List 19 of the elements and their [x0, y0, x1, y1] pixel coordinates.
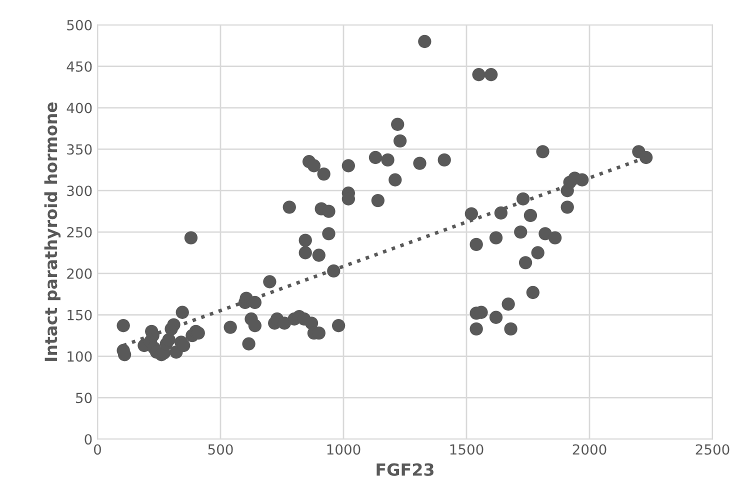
y-tick-label: 150: [68, 310, 92, 320]
y-tick-label: 500: [67, 20, 92, 30]
x-axis-title: FGF23: [376, 463, 434, 476]
y-tick-label: 450: [66, 61, 92, 72]
x-tick-label: 1000: [327, 444, 360, 455]
y-tick-label: 350: [67, 144, 92, 155]
x-tick-label: 2500: [696, 444, 730, 455]
y-axis-title: Intact parathyroid hormone: [44, 102, 61, 361]
y-tick-label: 250: [67, 227, 92, 238]
y-tick-label: 300: [67, 186, 92, 196]
y-tick-label: 0: [84, 434, 92, 445]
y-tick-label: 50: [76, 392, 92, 404]
x-tick-label: 0: [94, 444, 101, 455]
y-tick-label: 100: [68, 351, 92, 362]
x-tick-label: 2000: [572, 444, 606, 455]
x-tick-label: 1500: [450, 444, 484, 455]
y-tick-label: 200: [67, 268, 92, 279]
y-tick-label: 400: [66, 102, 92, 114]
x-tick-label: 500: [208, 444, 233, 455]
